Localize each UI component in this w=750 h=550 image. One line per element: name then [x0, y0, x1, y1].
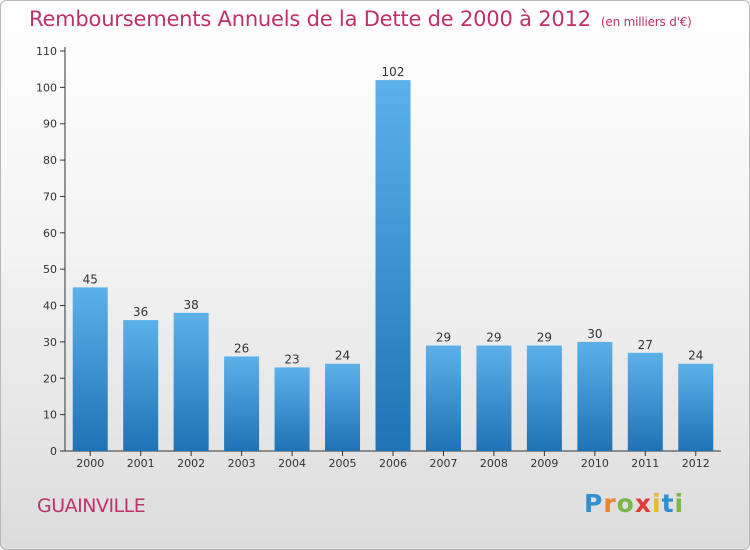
y-tick-label: 30 — [43, 336, 57, 349]
chart-unit: (en milliers d'€) — [600, 15, 692, 29]
x-tick-label: 2005 — [329, 457, 357, 470]
y-tick-label: 90 — [43, 118, 57, 131]
bar-2010 — [577, 341, 613, 451]
x-tick-label: 2004 — [278, 457, 306, 470]
x-tick-label: 2009 — [530, 457, 558, 470]
data-label-2007: 29 — [436, 331, 451, 345]
bar-2007 — [425, 345, 461, 451]
data-label-2001: 36 — [133, 305, 148, 319]
data-label-2008: 29 — [486, 331, 501, 345]
chart-title-text: Remboursements Annuels de la Dette de 20… — [29, 7, 591, 31]
x-tick-label: 2001 — [127, 457, 155, 470]
x-tick-label: 2002 — [177, 457, 205, 470]
y-tick-label: 60 — [43, 227, 57, 240]
data-label-2002: 38 — [184, 298, 199, 312]
data-label-2009: 29 — [537, 331, 552, 345]
data-label-2003: 26 — [234, 341, 249, 355]
bar-2001 — [123, 320, 159, 451]
y-tick-label: 110 — [36, 45, 57, 58]
y-tick-label: 70 — [43, 190, 57, 203]
y-tick-label: 40 — [43, 300, 57, 313]
data-label-2000: 45 — [83, 272, 98, 286]
data-label-2012: 24 — [688, 349, 703, 363]
data-label-2010: 30 — [587, 327, 602, 341]
commune-name: GUAINVILLE — [37, 495, 146, 517]
bar-2003 — [224, 356, 260, 451]
y-tick-label: 100 — [36, 81, 57, 94]
x-tick-label: 2012 — [682, 457, 710, 470]
chart-title: Remboursements Annuels de la Dette de 20… — [29, 7, 692, 31]
proxiti-logo: Proxiti — [584, 489, 685, 518]
data-label-2004: 23 — [284, 352, 299, 366]
y-tick-label: 20 — [43, 372, 57, 385]
bar-2005 — [325, 363, 361, 451]
x-tick-label: 2003 — [228, 457, 256, 470]
bar-2012 — [678, 363, 714, 451]
bar-2000 — [72, 287, 108, 451]
y-tick-label: 50 — [43, 263, 57, 276]
y-tick-label: 80 — [43, 154, 57, 167]
x-tick-label: 2011 — [631, 457, 659, 470]
x-tick-label: 2008 — [480, 457, 508, 470]
y-tick-label: 10 — [43, 409, 57, 422]
x-tick-label: 2000 — [76, 457, 104, 470]
data-label-2005: 24 — [335, 349, 350, 363]
bar-2009 — [526, 345, 562, 451]
bar-2011 — [627, 352, 663, 451]
x-tick-label: 2006 — [379, 457, 407, 470]
y-tick-label: 0 — [50, 445, 57, 458]
bar-2006 — [375, 80, 411, 451]
bar-2004 — [274, 367, 310, 451]
data-label-2011: 27 — [638, 338, 653, 352]
bar-2002 — [173, 312, 209, 451]
x-tick-label: 2007 — [429, 457, 457, 470]
bar-2008 — [476, 345, 512, 451]
data-label-2006: 102 — [382, 65, 405, 79]
x-tick-label: 2010 — [581, 457, 609, 470]
